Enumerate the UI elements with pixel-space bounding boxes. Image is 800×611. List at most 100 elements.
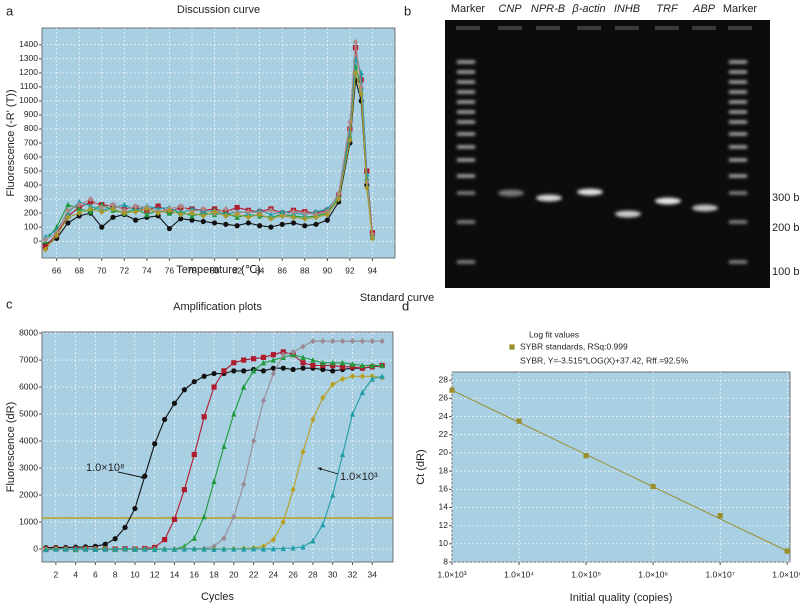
point <box>290 544 296 551</box>
y-tick-label: 20 <box>439 447 449 457</box>
point <box>349 373 356 380</box>
point <box>63 545 69 552</box>
point <box>250 545 257 552</box>
y-tick-label: 18 <box>439 465 449 475</box>
ladder-band <box>457 220 475 224</box>
point <box>142 545 148 552</box>
x-tick-label: 92 <box>345 265 355 275</box>
x-tick-label: 18 <box>209 569 219 579</box>
point <box>364 184 370 191</box>
x-tick-label: 8 <box>113 569 118 579</box>
ladder-band <box>729 110 747 114</box>
point <box>339 364 346 370</box>
point <box>349 361 356 367</box>
x-tick-label: 14 <box>170 569 180 579</box>
point <box>211 208 218 215</box>
point <box>330 362 336 369</box>
y-tick-label: 700 <box>24 137 38 147</box>
point <box>171 400 178 406</box>
size-label: 300 bp <box>772 192 800 204</box>
y-tick-label: 0 <box>33 543 38 553</box>
point <box>201 513 207 520</box>
lane-label: Marker <box>451 3 486 15</box>
point <box>76 201 82 208</box>
point <box>221 443 227 450</box>
point <box>152 441 158 447</box>
y-tick-label: 8000 <box>19 327 38 337</box>
point <box>279 212 285 220</box>
point <box>268 224 274 230</box>
point <box>121 210 127 217</box>
point <box>245 214 251 221</box>
y-tick-label: 22 <box>439 429 449 439</box>
point <box>171 545 178 552</box>
band <box>615 210 641 218</box>
point <box>73 545 79 552</box>
point <box>221 535 227 542</box>
y-tick-label: 1200 <box>19 67 38 77</box>
x-tick-label: 68 <box>74 265 84 275</box>
x-tick-label: 82 <box>232 265 242 275</box>
point <box>320 338 326 345</box>
y-tick-label: 300 <box>24 193 38 203</box>
point <box>270 356 276 363</box>
legend-title: Log fit values <box>529 329 579 339</box>
x-tick-label: 1.0×10⁵ <box>571 569 601 579</box>
point <box>144 211 150 218</box>
point <box>330 381 336 388</box>
ladder-band <box>729 100 747 104</box>
ladder-band <box>457 100 475 104</box>
y-tick-label: 600 <box>24 151 38 161</box>
point <box>223 212 229 220</box>
panel-letter: a <box>6 3 14 18</box>
y-tick-label: 200 <box>24 207 38 217</box>
point <box>155 210 161 217</box>
point <box>181 545 187 552</box>
point <box>54 232 60 239</box>
point <box>300 448 306 455</box>
point <box>330 359 336 366</box>
ladder-band <box>457 191 475 195</box>
point <box>152 546 158 552</box>
point <box>300 543 306 550</box>
y-axis-title: Ct (dR) <box>415 449 427 484</box>
ladder-band <box>729 80 747 84</box>
point <box>241 545 247 552</box>
point <box>270 365 276 371</box>
x-tick-label: 1.0×10⁸ <box>772 569 800 579</box>
point <box>65 201 71 208</box>
point <box>53 545 59 552</box>
point <box>231 410 237 417</box>
x-tick-label: 80 <box>210 265 220 275</box>
point <box>379 338 385 345</box>
x-tick-label: 24 <box>269 569 279 579</box>
ladder-band <box>729 220 747 224</box>
point <box>231 513 237 520</box>
panel-letter: b <box>404 3 411 18</box>
point <box>310 362 316 369</box>
point <box>191 451 197 458</box>
point <box>349 364 356 370</box>
x-axis-title: Temperature (℃) <box>176 264 261 276</box>
point <box>336 195 342 203</box>
point <box>300 354 306 360</box>
point <box>310 356 316 363</box>
well <box>655 26 679 30</box>
point <box>320 366 326 373</box>
point <box>270 370 276 377</box>
ladder-band <box>457 174 475 178</box>
point <box>516 418 522 424</box>
ladder-band <box>729 120 747 124</box>
point <box>231 545 237 552</box>
point <box>359 338 365 345</box>
y-tick-label: 6000 <box>19 381 38 391</box>
point <box>171 516 178 522</box>
point <box>270 536 276 543</box>
ladder-band <box>457 120 475 124</box>
point <box>211 546 217 552</box>
point <box>178 216 184 222</box>
point <box>260 359 267 366</box>
band <box>577 188 603 196</box>
ladder-band <box>457 70 475 74</box>
y-tick-label: 800 <box>24 123 38 133</box>
